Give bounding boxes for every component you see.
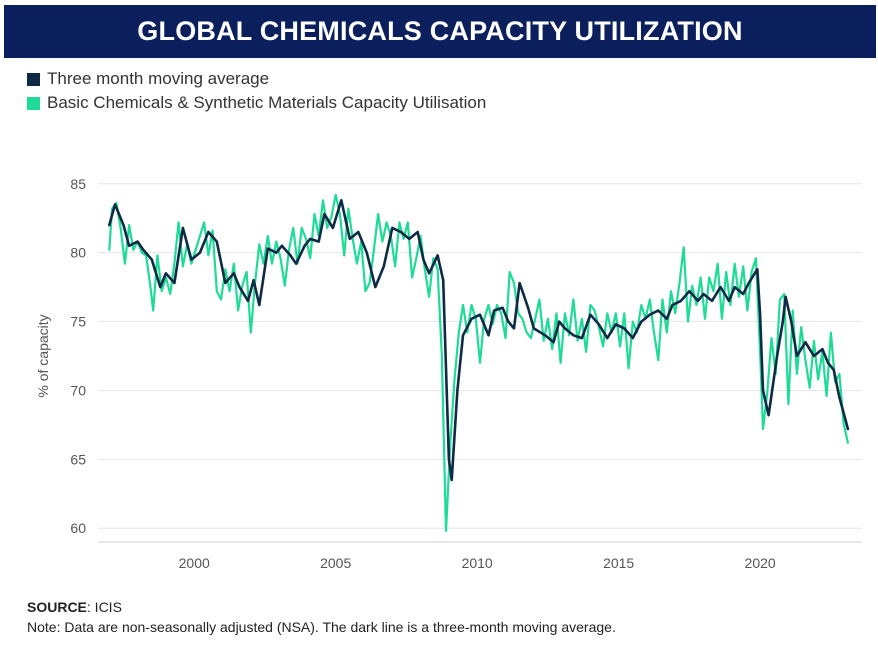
y-tick-label-60: 60 — [70, 520, 86, 536]
footer: SOURCE: ICIS Note: Data are non-seasonal… — [27, 597, 616, 637]
y-tick-label-80: 80 — [70, 245, 86, 261]
x-tick-label-2005: 2005 — [320, 555, 351, 571]
y-tick-label-85: 85 — [70, 176, 86, 192]
chart-title-banner: GLOBAL CHEMICALS CAPACITY UTILIZATION — [4, 5, 876, 58]
x-tick-label-2020: 2020 — [745, 555, 776, 571]
y-tick-label-75: 75 — [70, 314, 86, 330]
y-tick-label-65: 65 — [70, 451, 86, 467]
chart-title: GLOBAL CHEMICALS CAPACITY UTILIZATION — [137, 16, 743, 46]
legend-label-moving-average: Three month moving average — [47, 69, 270, 88]
legend-item-capacity-utilisation: Basic Chemicals & Synthetic Materials Ca… — [27, 91, 486, 115]
legend-label-capacity-utilisation: Basic Chemicals & Synthetic Materials Ca… — [47, 93, 487, 112]
source-line: SOURCE: ICIS — [27, 597, 616, 617]
series-line-moving-average — [108, 199, 850, 482]
legend-swatch-moving-average — [27, 72, 40, 86]
source-label: SOURCE — [27, 599, 87, 615]
x-tick-label-2000: 2000 — [179, 555, 210, 571]
x-tick-label-2010: 2010 — [462, 555, 493, 571]
y-tick-label-70: 70 — [70, 382, 86, 398]
source-value: : ICIS — [86, 599, 122, 615]
legend-item-moving-average: Three month moving average — [27, 67, 486, 91]
footnote: Note: Data are non-seasonally adjusted (… — [27, 619, 616, 635]
series-line-capacity-utilisation — [108, 193, 849, 533]
line-chart: 60 65 70 75 80 85 2000 2005 2010 2015 2020 % of cap… — [35, 176, 862, 571]
legend-swatch-capacity-utilisation — [27, 96, 40, 110]
y-axis-title: % of capacity — [35, 314, 51, 397]
legend: Three month moving average Basic Chemica… — [27, 67, 486, 115]
x-tick-label-2015: 2015 — [603, 555, 634, 571]
